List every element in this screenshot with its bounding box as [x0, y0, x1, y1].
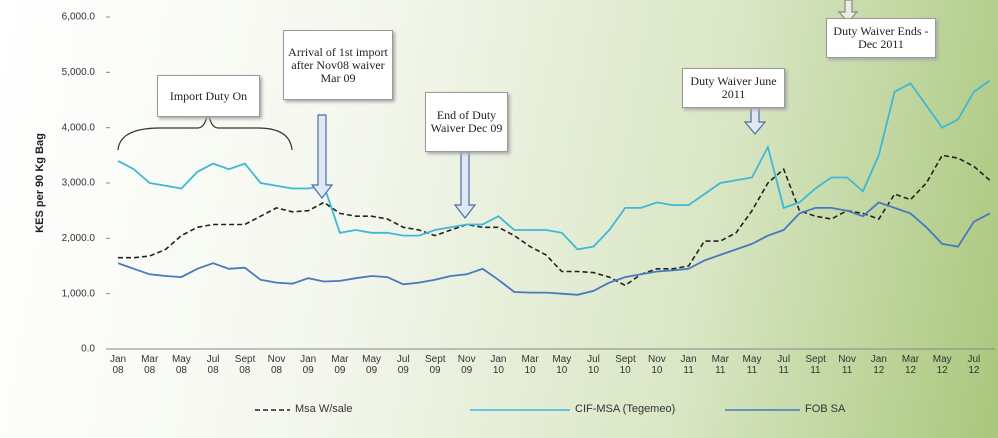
annotation: Duty Waiver June 2011	[682, 68, 785, 108]
x-tick-label: Mar 09	[331, 354, 349, 376]
x-tick-label: Jul 09	[396, 354, 410, 376]
x-tick-label: Nov 09	[457, 354, 476, 376]
arrow	[310, 114, 334, 199]
annotation: End of Duty Waiver Dec 09	[425, 92, 508, 152]
y-tick-label: 2,000.0	[62, 233, 96, 244]
line-series	[117, 201, 991, 296]
legend-label: FOB SA	[805, 403, 846, 415]
plot: 0.0 1,000.0 2,000.0 3,000.0 4,000.0 5,000.0 6,…	[62, 12, 995, 411]
x-tick-label: Jan 11	[680, 354, 697, 376]
x-tick-label: Jul 08	[206, 354, 220, 376]
arrow	[743, 107, 767, 135]
annotation: Arrival of 1st import after Nov08 waiver…	[283, 30, 393, 100]
x-tick-label: Nov 11	[838, 354, 856, 376]
x-tick-label: Sept 11	[805, 354, 826, 376]
y-tick-label: 5,000.0	[62, 67, 96, 78]
arrows	[310, 0, 859, 219]
y-tick-label: 1,000.0	[62, 288, 96, 299]
x-tick-label: May 08	[171, 354, 191, 376]
line-series	[117, 79, 991, 251]
x-tick-label: Sept 09	[425, 354, 446, 376]
x-tick-label: Nov 08	[267, 354, 286, 376]
arrow	[837, 0, 859, 23]
annotation: Import Duty On	[157, 75, 260, 117]
x-tick-label: Mar 11	[711, 354, 729, 376]
brace	[117, 111, 293, 151]
y-tick-label: 0.0	[81, 344, 95, 355]
x-tick-label: May 12	[932, 354, 952, 376]
x-tick-label: Jan 12	[870, 354, 887, 376]
legend-label: CIF-MSA (Tegemeo)	[575, 403, 676, 415]
x-tick-label: May 11	[742, 354, 762, 376]
arrow	[453, 151, 477, 219]
y-tick-label: 4,000.0	[62, 122, 96, 133]
x-tick-label: May 10	[552, 354, 572, 376]
x-tick-label: Jan 08	[109, 354, 127, 376]
x-tick-label: Mar 10	[521, 354, 539, 376]
x-tick-label: May 09	[362, 354, 382, 376]
x-tick-label: Mar 08	[141, 354, 159, 376]
x-tick-label: Jan 10	[490, 354, 507, 376]
x-tick-label: Mar 12	[901, 354, 920, 376]
x-tick-label: Jan 09	[300, 354, 317, 376]
x-tick-label: Jul 12	[967, 354, 981, 376]
x-tick-label: Nov 10	[647, 354, 666, 376]
x-tick-label: Sept 10	[615, 354, 636, 376]
x-tick-label: Jul 10	[587, 354, 600, 376]
y-axis-label: KES per 90 Kg Bag	[34, 133, 46, 233]
legend-label: Msa W/sale	[295, 403, 353, 415]
annotation: Duty Waiver Ends -Dec 2011	[826, 18, 936, 58]
x-tick-label: Jul 11	[777, 354, 791, 376]
x-tick-label: Sept 08	[234, 354, 256, 376]
y-tick-label: 3,000.0	[62, 178, 96, 189]
annotation-graphics	[117, 111, 293, 151]
y-tick-label: 6,000.0	[62, 12, 96, 23]
line-series	[118, 154, 991, 287]
